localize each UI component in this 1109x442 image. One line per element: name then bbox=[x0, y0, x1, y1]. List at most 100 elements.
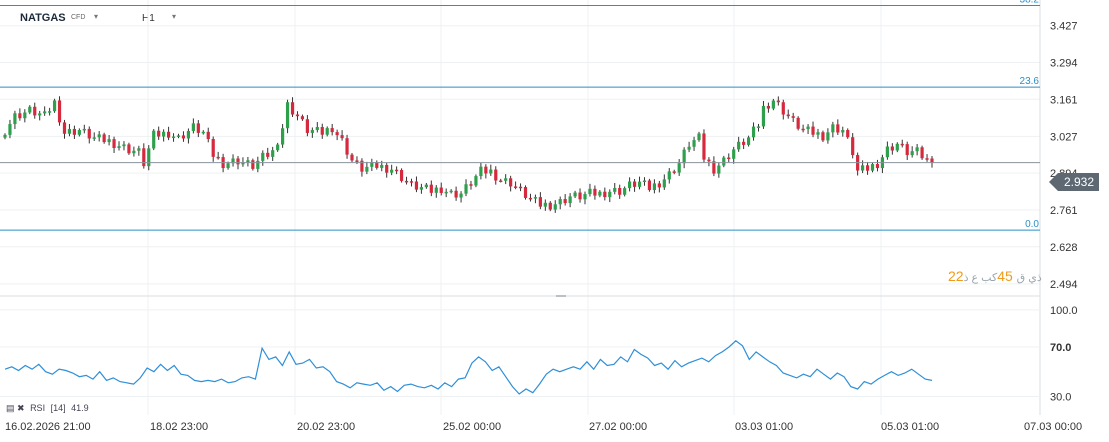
pane-resize-handle bbox=[556, 295, 566, 297]
candle-down bbox=[290, 102, 295, 115]
watermark-text: كب ع ذ bbox=[963, 272, 998, 284]
watermark-number: 22 bbox=[948, 268, 964, 284]
candle-down bbox=[513, 186, 518, 188]
candle-up bbox=[737, 141, 741, 150]
candle-up bbox=[281, 128, 285, 145]
candle-up bbox=[841, 130, 845, 133]
candle-down bbox=[395, 169, 399, 172]
indicator-settings-icon[interactable]: ▤ ✖ bbox=[6, 403, 25, 413]
candle-down bbox=[836, 124, 840, 133]
candle-down bbox=[846, 130, 850, 138]
candle-down bbox=[796, 117, 800, 129]
candle-up bbox=[628, 181, 632, 189]
time-tick-label: 05.03 01:00 bbox=[881, 421, 939, 433]
candle-down bbox=[300, 116, 305, 120]
candle-up bbox=[419, 187, 424, 190]
candle-up bbox=[13, 113, 17, 125]
candle-down bbox=[166, 131, 171, 138]
current-price-badge: 2.932 bbox=[1049, 173, 1099, 191]
candle-up bbox=[107, 139, 111, 143]
candle-up bbox=[533, 197, 538, 199]
candle-up bbox=[583, 194, 587, 200]
fib-level-label: 23.6 bbox=[1020, 76, 1040, 87]
candle-down bbox=[563, 199, 567, 204]
candle-up bbox=[732, 149, 736, 159]
candle-down bbox=[865, 165, 870, 171]
candle-down bbox=[206, 131, 210, 140]
candle-up bbox=[152, 130, 156, 149]
candle-down bbox=[181, 135, 186, 139]
candle-down bbox=[672, 171, 676, 173]
price-tick-label: 2.494 bbox=[1050, 279, 1078, 291]
candle-up bbox=[241, 162, 245, 165]
candle-down bbox=[851, 137, 855, 156]
candle-up bbox=[910, 151, 914, 156]
candle-up bbox=[642, 180, 647, 183]
candle-down bbox=[766, 105, 771, 109]
fibonacci-levels: 38.2 23.6 0.0 bbox=[0, 0, 1040, 231]
candle-down bbox=[875, 164, 880, 169]
rsi-value: 41.9 bbox=[71, 403, 89, 413]
fib-level-label: 0.0 bbox=[1025, 219, 1039, 230]
candle-up bbox=[201, 131, 205, 134]
candle-down bbox=[196, 123, 200, 133]
candle-up bbox=[434, 187, 438, 193]
candle-down bbox=[905, 144, 909, 156]
candle-up bbox=[751, 126, 756, 138]
candle-up bbox=[489, 169, 493, 174]
symbol-selector[interactable]: NATGAS bbox=[20, 12, 66, 24]
rsi-name: RSI bbox=[30, 403, 46, 413]
candle-up bbox=[285, 102, 290, 129]
candle-up bbox=[315, 127, 319, 130]
chevron-down-icon[interactable]: ▾ bbox=[94, 12, 99, 21]
candle-down bbox=[157, 130, 161, 137]
candle-up bbox=[598, 191, 602, 196]
candle-up bbox=[256, 160, 260, 169]
candle-down bbox=[454, 190, 458, 198]
candle-down bbox=[62, 122, 67, 134]
candle-down bbox=[538, 197, 542, 207]
candle-down bbox=[791, 116, 795, 118]
candle-up bbox=[246, 160, 250, 163]
instrument-type-badge: CFD bbox=[71, 14, 86, 21]
chevron-down-icon[interactable]: ▾ bbox=[172, 12, 177, 21]
candle-down bbox=[930, 158, 934, 163]
candle-up bbox=[667, 171, 671, 180]
candle-up bbox=[464, 184, 468, 194]
candle-down bbox=[320, 127, 324, 135]
rsi-tick-label: 70.0 bbox=[1050, 342, 1071, 354]
candle-up bbox=[380, 164, 384, 168]
candle-up bbox=[543, 202, 547, 207]
candle-up bbox=[28, 106, 32, 113]
candle-down bbox=[890, 146, 894, 151]
candle-down bbox=[647, 180, 652, 191]
time-tick-label: 03.03 01:00 bbox=[735, 421, 793, 433]
candle-up bbox=[860, 165, 865, 171]
candle-up bbox=[677, 163, 681, 173]
candle-down bbox=[404, 180, 409, 183]
candle-down bbox=[429, 184, 433, 193]
candle-down bbox=[335, 132, 339, 136]
candle-down bbox=[211, 139, 215, 157]
candle-down bbox=[112, 139, 116, 148]
candle-down bbox=[657, 183, 661, 188]
candle-down bbox=[702, 133, 706, 160]
candle-up bbox=[588, 188, 592, 195]
candle-up bbox=[48, 111, 52, 113]
candle-up bbox=[761, 105, 766, 127]
candle-down bbox=[900, 143, 904, 146]
candle-up bbox=[370, 162, 374, 167]
candle-down bbox=[786, 114, 790, 117]
candle-up bbox=[449, 190, 453, 193]
candle-up bbox=[831, 124, 835, 133]
rsi-line bbox=[4, 340, 933, 395]
candle-up bbox=[23, 112, 27, 119]
rsi-params: [14] bbox=[50, 403, 66, 413]
candle-down bbox=[295, 114, 300, 117]
candle-up bbox=[325, 128, 329, 135]
time-tick-label: 16.02.2026 21:00 bbox=[5, 421, 91, 433]
candle-down bbox=[920, 147, 924, 159]
candle-up bbox=[756, 126, 761, 128]
candle-down bbox=[340, 135, 344, 139]
